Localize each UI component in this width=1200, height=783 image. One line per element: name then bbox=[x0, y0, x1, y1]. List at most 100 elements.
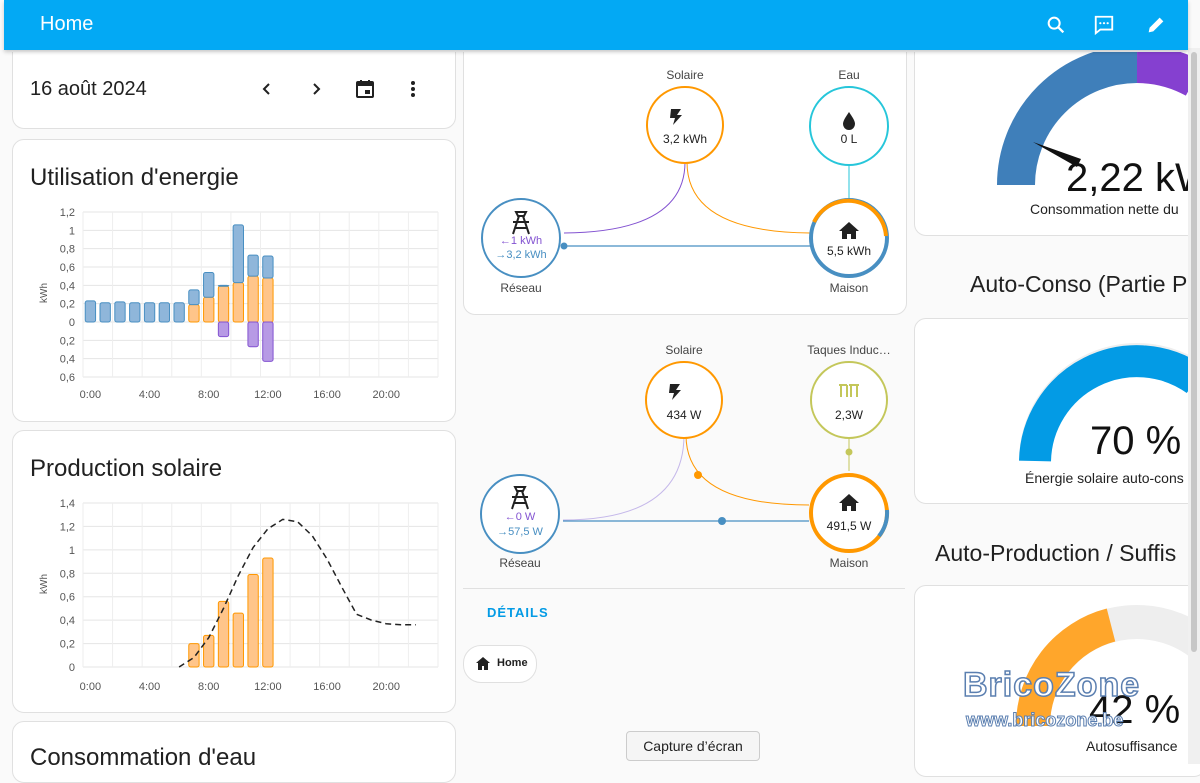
induction-value: 2,3W bbox=[834, 408, 864, 422]
self-sufficiency-gauge-card: 42 % Autosuffisance bbox=[914, 585, 1200, 777]
grid-node bbox=[481, 198, 561, 278]
solar-to-home-line bbox=[686, 161, 811, 234]
y-tick-label: 0,4 bbox=[60, 615, 75, 627]
grid-bar bbox=[129, 302, 141, 323]
more-vert-icon[interactable] bbox=[399, 75, 427, 103]
x-tick-label: 16:00 bbox=[313, 389, 341, 401]
forecast-line bbox=[178, 518, 416, 668]
y-tick-label: 1,4 bbox=[60, 498, 75, 510]
y-tick-label: 1 bbox=[69, 545, 75, 557]
energy-flow-diagram bbox=[481, 86, 889, 278]
x-tick-label: 12:00 bbox=[254, 681, 282, 693]
solar-production-chart: 1,4 1,2 1 0,8 0,6 0,4 0,2 0 0:00 4:00 8:00 12:00 16:… bbox=[39, 498, 439, 693]
solar-bar bbox=[188, 304, 200, 323]
top-app-bar: Home bbox=[4, 0, 1188, 50]
grid-bar bbox=[114, 301, 126, 323]
return-bar bbox=[217, 321, 230, 338]
y-tick-label: 0,6 bbox=[60, 262, 75, 274]
induction-node bbox=[810, 361, 888, 439]
transmission-tower-icon bbox=[512, 211, 530, 235]
solar-label: Solaire bbox=[665, 343, 703, 357]
grid-return-value: ←1 kWh bbox=[499, 235, 543, 247]
grid-bar bbox=[203, 272, 215, 298]
x-tick-label: 20:00 bbox=[372, 389, 400, 401]
grid-label: Réseau bbox=[500, 281, 542, 295]
x-tick-label: 0:00 bbox=[80, 389, 101, 401]
solar-node bbox=[646, 86, 724, 164]
details-button[interactable]: DÉTAILS bbox=[487, 605, 549, 620]
x-tick-label: 12:00 bbox=[254, 389, 282, 401]
chevron-right-icon[interactable] bbox=[302, 75, 330, 103]
energy-usage-card: Utilisation d'energie 1,2 1 0,8 0,6 0,4 0,2 0 0… bbox=[12, 139, 456, 422]
grid-node bbox=[480, 474, 560, 554]
x-tick-label: 8:00 bbox=[198, 389, 219, 401]
watermark-url: www.bricozone.be bbox=[965, 710, 1124, 731]
home-chip[interactable]: Home bbox=[463, 645, 537, 683]
self-sufficiency-section-title: Auto-Production / Suffis bbox=[935, 540, 1177, 566]
flow-dot bbox=[560, 242, 568, 250]
solar-production-card: Production solaire 1,4 1,2 1 0,8 0,6 0,4 0,2 0 0… bbox=[12, 430, 456, 713]
home-value: 5,5 kWh bbox=[826, 244, 872, 258]
self-sufficiency-value: 42 % bbox=[1089, 688, 1181, 732]
return-bar bbox=[247, 321, 259, 348]
y-tick-label: 0,8 bbox=[60, 568, 75, 580]
grid-consumption-value: →57,5 W bbox=[497, 526, 543, 538]
grid-bar bbox=[232, 224, 244, 284]
energy-usage-chart: 1,2 1 0,8 0,6 0,4 0,2 0 0,2 0,4 0,6 0:00 4:00 8:00 12… bbox=[39, 207, 439, 401]
grid-return-value: ←0 W bbox=[504, 511, 536, 523]
x-tick-label: 0:00 bbox=[80, 681, 101, 693]
home-node bbox=[809, 473, 889, 553]
chevron-left-icon[interactable] bbox=[253, 75, 281, 103]
induction-hob-icon bbox=[839, 384, 859, 397]
self-consumption-gauge-card: 70 % Énergie solaire auto-cons bbox=[914, 318, 1200, 504]
grid-bar bbox=[158, 302, 171, 323]
energy-usage-title: Utilisation d'energie bbox=[30, 164, 239, 191]
y-tick-label: 0,8 bbox=[60, 244, 75, 256]
grid-consumption-value: →3,2 kWh bbox=[495, 249, 547, 261]
solar-bar bbox=[203, 634, 215, 668]
water-drop-icon bbox=[843, 112, 855, 130]
induction-label: Taques Induc… bbox=[807, 343, 891, 357]
grid-bar bbox=[99, 302, 111, 323]
search-icon[interactable] bbox=[1042, 11, 1070, 39]
grid-bar bbox=[173, 302, 185, 323]
energy-distribution-card: Solaire 3,2 kWh Eau 0 L ←1 kWh →3,2 kWh … bbox=[463, 52, 907, 315]
net-consumption-value: 2,22 kW bbox=[1066, 156, 1200, 200]
solar-bar bbox=[247, 573, 259, 668]
x-tick-label: 4:00 bbox=[139, 681, 160, 693]
grid-bar bbox=[247, 254, 259, 277]
flow-dot bbox=[718, 517, 726, 525]
power-flow-diagram bbox=[480, 361, 890, 554]
solar-value: 3,2 kWh bbox=[662, 132, 708, 146]
self-sufficiency-label: Autosuffisance bbox=[1086, 738, 1178, 754]
self-consumption-gauge bbox=[1019, 343, 1200, 462]
grid-bar bbox=[217, 284, 230, 287]
water-label: Eau bbox=[838, 68, 860, 82]
y-tick-label: 0,2 bbox=[60, 335, 75, 347]
grid-bar bbox=[188, 289, 200, 306]
edit-icon[interactable] bbox=[1142, 11, 1170, 39]
solar-bar bbox=[217, 600, 230, 668]
y-tick-label: 0,6 bbox=[60, 592, 75, 604]
y-axis-label: kWh bbox=[39, 574, 50, 594]
water-consumption-title: Consommation d'eau bbox=[30, 744, 257, 771]
assist-icon[interactable] bbox=[1090, 11, 1118, 39]
self-sufficiency-gauge bbox=[1015, 605, 1200, 727]
screenshot-tooltip: Capture d’écran bbox=[626, 731, 760, 761]
solar-bar bbox=[232, 612, 244, 668]
water-consumption-card: Consommation d'eau bbox=[12, 721, 456, 783]
grid-bar bbox=[84, 300, 97, 323]
solar-value: 434 W bbox=[666, 408, 702, 422]
solar-to-home-line bbox=[685, 434, 810, 506]
solar-bar bbox=[232, 282, 244, 323]
calendar-icon[interactable] bbox=[351, 75, 379, 103]
net-consumption-label: Consommation nette du bbox=[1030, 201, 1179, 217]
self-consumption-section-title: Auto-Conso (Partie P bbox=[970, 271, 1188, 297]
solar-bar bbox=[188, 643, 200, 668]
y-axis-label: kWh bbox=[39, 283, 50, 303]
grid-bar bbox=[143, 302, 156, 323]
scrollbar-thumb[interactable] bbox=[1191, 52, 1197, 652]
solar-bar bbox=[217, 285, 230, 323]
home-icon bbox=[839, 222, 859, 239]
home-icon bbox=[839, 494, 859, 511]
